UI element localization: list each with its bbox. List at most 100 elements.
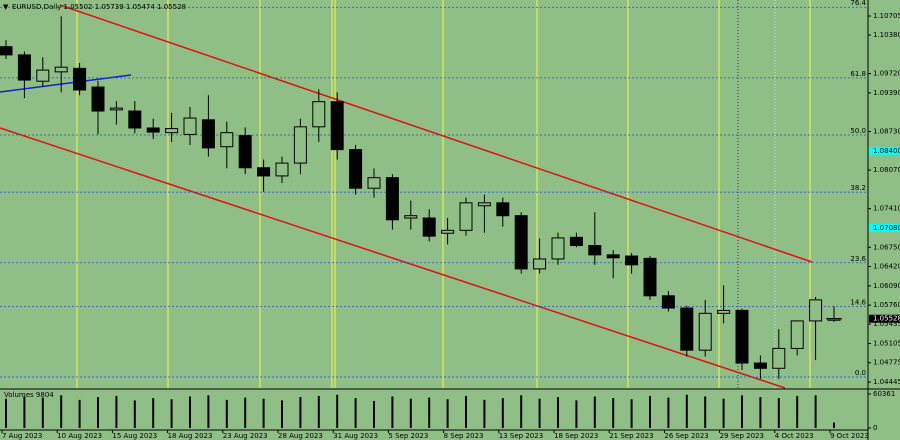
y-tick-label: 1.04775	[873, 359, 900, 367]
volume-bar	[741, 395, 743, 428]
volume-bar	[520, 395, 523, 428]
candle-body	[183, 117, 197, 135]
candle-body	[349, 149, 363, 189]
volume-bar	[796, 395, 799, 428]
volume-bar	[685, 394, 688, 428]
candle-body	[735, 309, 749, 364]
volume-bar	[207, 395, 210, 428]
y-tick-label: 1.05105	[873, 339, 900, 347]
candle-body	[551, 237, 565, 260]
x-tick-label: 4 Oct 2023	[775, 432, 814, 440]
candle-body	[790, 320, 804, 349]
candle-body	[643, 257, 657, 297]
candle-body	[680, 307, 694, 351]
session-lines	[76, 0, 811, 388]
x-tick-label: 7 Aug 2023	[2, 432, 42, 440]
candle-body	[367, 177, 381, 189]
volume-bar	[317, 395, 320, 428]
volume-bar	[593, 396, 596, 428]
x-tick-label: 26 Sep 2023	[664, 432, 708, 440]
candle-body	[809, 299, 823, 322]
fib-label: 0.0	[855, 369, 866, 377]
candle-body	[533, 258, 547, 270]
y-tick-label: 1.06090	[873, 282, 900, 290]
collapse-icon[interactable]: ▼	[3, 3, 9, 11]
volume-bar	[612, 398, 615, 428]
y-tick-label: 1.06420	[873, 263, 900, 271]
x-tick-label: 28 Aug 2023	[278, 432, 323, 440]
volume-bar	[262, 398, 265, 428]
x-tick-label: 5 Sep 2023	[388, 432, 428, 440]
candle-body	[257, 167, 271, 177]
volume-bar	[722, 398, 725, 428]
candle-body	[201, 119, 215, 149]
volume-bar	[557, 397, 559, 428]
y-tick-label: 1.07410	[873, 205, 900, 213]
volume-bar	[152, 398, 155, 428]
volume-bar	[501, 398, 504, 428]
candle-body	[128, 110, 142, 129]
volume-bar	[373, 400, 375, 428]
x-tick-label: 13 Sep 2023	[499, 432, 543, 440]
candle-body	[459, 202, 473, 231]
y-tick-label: 1.04445	[873, 378, 900, 386]
y-tick-label: 1.05435	[873, 320, 900, 328]
candle-body	[0, 46, 13, 56]
channel-lower	[0, 127, 786, 389]
volume-bar	[575, 400, 578, 428]
candle-body	[698, 312, 712, 351]
candle-body	[165, 128, 179, 134]
x-tick-label: 29 Sep 2023	[720, 432, 764, 440]
x-tick-label: 18 Sep 2023	[554, 432, 598, 440]
fib-label: 23.6	[850, 255, 866, 263]
volume-title: Volumes 9804	[4, 391, 54, 399]
candle-body	[404, 215, 418, 219]
fib-label: 61.8	[850, 70, 866, 78]
volume-bar	[409, 398, 412, 428]
candle-body	[238, 135, 252, 169]
volume-bar	[189, 396, 191, 428]
y-tick-label: 1.10380	[873, 31, 900, 39]
current-price-box	[869, 314, 900, 323]
volume-bar	[23, 396, 26, 428]
price-marker	[869, 146, 900, 155]
candle-body	[569, 236, 583, 247]
volume-bar	[630, 399, 633, 428]
volume-bar	[78, 399, 81, 428]
x-tick-label: 21 Sep 2023	[609, 432, 653, 440]
volume-bar	[759, 397, 762, 428]
y-tick-label: 1.10705	[873, 12, 900, 20]
volume-bar	[281, 400, 283, 428]
candle-body	[385, 177, 399, 221]
price-marker-label: 1.07080	[873, 224, 900, 232]
y-tick-label: 1.09390	[873, 89, 900, 97]
volume-bar	[667, 397, 670, 428]
candle-body	[330, 101, 344, 151]
y-tick-label: 1.05760	[873, 301, 900, 309]
candle-body	[625, 255, 639, 266]
volume-bar	[391, 396, 394, 428]
x-tick-label: 10 Aug 2023	[57, 432, 102, 440]
volume-bar	[777, 398, 780, 428]
current-price-label: 1.05528	[873, 315, 900, 323]
candle-body	[772, 347, 786, 369]
volume-bar	[41, 397, 44, 428]
candle-body	[717, 309, 731, 314]
price-marker-label: 1.08400	[873, 147, 900, 155]
volume-bar	[60, 395, 63, 428]
candle-body	[422, 217, 436, 237]
candle-body	[73, 67, 87, 91]
candle-body	[146, 127, 160, 133]
x-tick-label: 15 Aug 2023	[112, 432, 157, 440]
candle-body	[753, 362, 767, 369]
candle-body	[17, 54, 31, 81]
y-tick-label: 1.08070	[873, 166, 900, 174]
volume-bar	[428, 397, 431, 428]
candle-body	[661, 295, 675, 309]
volume-bar	[299, 397, 302, 428]
y-tick-label: 0	[873, 424, 877, 432]
volume-bar	[833, 422, 835, 428]
volume-bar	[446, 399, 449, 428]
